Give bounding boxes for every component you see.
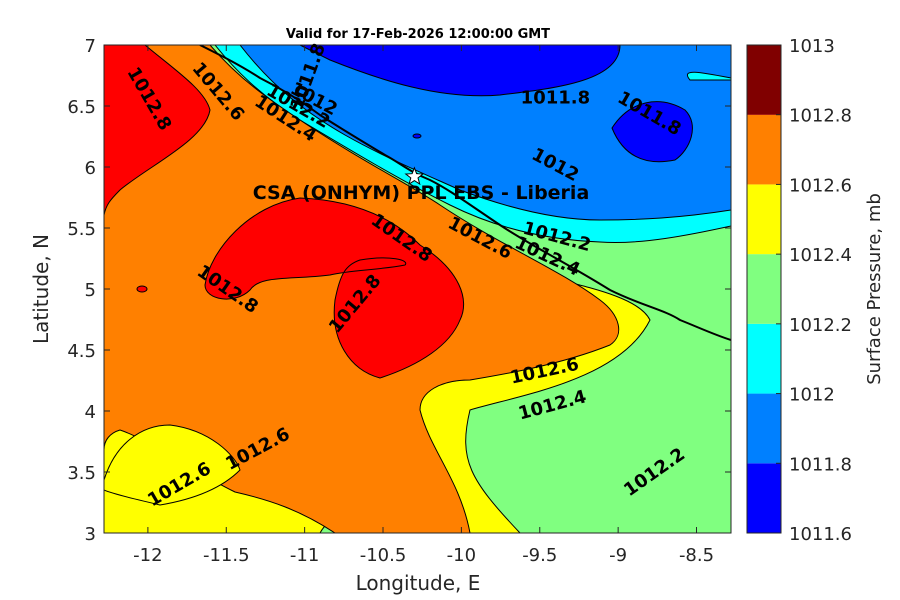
site-label: CSA (ONHYM) PPL EBS - Liberia bbox=[253, 182, 590, 204]
y-tick-label: 4.5 bbox=[67, 341, 96, 362]
band-1011-6-east bbox=[611, 101, 693, 163]
colorbar-box bbox=[746, 44, 782, 534]
colorbar-tick-label: 1013 bbox=[789, 36, 835, 57]
y-tick-label: 6.5 bbox=[67, 97, 96, 118]
band-1011-6-dot bbox=[412, 133, 422, 139]
y-tick-label: 4 bbox=[85, 402, 96, 423]
figure-title: Valid for 17-Feb-2026 12:00:00 GMT bbox=[286, 27, 550, 42]
x-tick-label: -11.5 bbox=[203, 545, 250, 566]
y-tick-label: 6 bbox=[85, 158, 96, 179]
colorbar-segment bbox=[747, 184, 781, 255]
star-icon bbox=[404, 166, 425, 186]
x-tick-label: -9 bbox=[609, 545, 627, 566]
x-axis-ticks: -12 -11.5 -11 -10.5 -10 -9.5 -9 -8.5 bbox=[133, 45, 714, 566]
colorbar-segment-top bbox=[747, 45, 781, 115]
colorbar-tick-label: 1012.4 bbox=[789, 245, 852, 266]
colorbar: 1011.6 1011.8 1012 1012.2 1012.4 1012.6 1012.8… bbox=[746, 36, 852, 545]
y-axis-ticks: 3 3.5 4 4.5 5 5.5 6 6.5 7 bbox=[67, 36, 731, 545]
band-1011-8 bbox=[239, 45, 731, 221]
colorbar-segment bbox=[747, 323, 781, 394]
colorbar-tick-label: 1012.6 bbox=[789, 175, 852, 196]
colorbar-tick-label: 1011.8 bbox=[789, 454, 852, 475]
colorbar-label: Surface Pressure, mb bbox=[864, 193, 885, 385]
contour-map bbox=[104, 45, 731, 533]
contour-label: 1011.8 bbox=[521, 88, 590, 109]
colorbar-tick-label: 1012.2 bbox=[789, 315, 852, 336]
y-axis-label: Latitude, N bbox=[29, 234, 53, 344]
coastline bbox=[199, 45, 731, 341]
colorbar-tick-label: 1012 bbox=[789, 385, 835, 406]
band-1011-6-north bbox=[299, 45, 621, 97]
band-1012-8-northwest bbox=[104, 45, 211, 216]
x-tick-label: -11 bbox=[290, 545, 319, 566]
colorbar-segment bbox=[747, 114, 781, 185]
band-1012-8-central bbox=[204, 197, 465, 379]
y-tick-label: 5 bbox=[85, 280, 96, 301]
colorbar-segment bbox=[747, 463, 781, 533]
colorbar-tick-label: 1011.6 bbox=[789, 524, 852, 545]
band-1012-4-southwest bbox=[104, 424, 241, 506]
y-tick-label: 7 bbox=[85, 36, 96, 57]
y-tick-label: 5.5 bbox=[67, 219, 96, 240]
band-1012-8-dot bbox=[136, 285, 148, 293]
y-tick-label: 3.5 bbox=[67, 463, 96, 484]
x-tick-label: -9.5 bbox=[522, 545, 557, 566]
colorbar-tick-label: 1012.8 bbox=[789, 106, 852, 127]
y-tick-label: 3 bbox=[85, 524, 96, 545]
x-tick-label: -10 bbox=[447, 545, 476, 566]
colorbar-segment bbox=[747, 254, 781, 324]
x-tick-label: -10.5 bbox=[360, 545, 407, 566]
x-tick-label: -8.5 bbox=[679, 545, 714, 566]
x-tick-label: -12 bbox=[133, 545, 162, 566]
colorbar-segment bbox=[747, 393, 781, 464]
x-axis-label: Longitude, E bbox=[356, 571, 481, 595]
